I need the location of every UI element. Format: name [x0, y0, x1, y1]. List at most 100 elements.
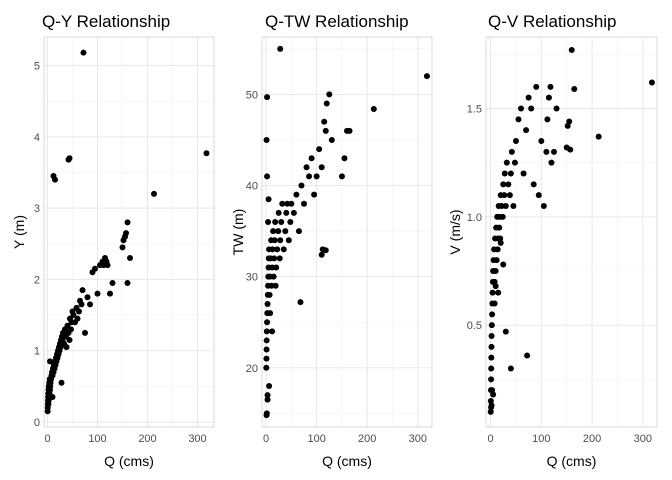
data-point [123, 230, 129, 237]
data-point [288, 200, 295, 207]
data-point [492, 268, 499, 274]
data-point [488, 322, 495, 329]
data-point [538, 138, 545, 144]
y-tick-label: 3 [34, 203, 40, 215]
data-point [269, 328, 276, 335]
data-point [79, 287, 86, 294]
data-point [278, 218, 285, 225]
data-point [500, 261, 507, 268]
data-point [533, 83, 540, 90]
data-point [487, 408, 494, 415]
y-tick-label: 1.0 [467, 212, 482, 224]
panel-border [43, 36, 215, 428]
data-point [271, 255, 278, 262]
y-axis-title: V (m/s) [447, 209, 463, 254]
y-axis-title: Y (m) [11, 215, 27, 249]
data-point [295, 228, 302, 235]
data-point [287, 218, 294, 225]
data-point [341, 155, 348, 162]
data-point [311, 191, 318, 198]
y-tick-label: 2 [34, 274, 40, 286]
data-point [505, 181, 512, 188]
y-tick-label: 1.5 [467, 104, 482, 116]
data-point [543, 148, 550, 155]
data-point [264, 319, 271, 326]
data-point [338, 173, 345, 180]
data-point [548, 159, 555, 166]
data-point [525, 94, 532, 101]
data-point [80, 49, 87, 56]
data-point [263, 328, 270, 335]
data-point [263, 355, 270, 362]
data-point [507, 365, 514, 372]
panel-border [261, 36, 433, 428]
data-point [76, 308, 82, 315]
data-point [488, 376, 495, 383]
data-point [266, 291, 273, 298]
data-point [263, 337, 270, 344]
data-point [70, 312, 77, 319]
data-point [78, 301, 85, 308]
data-point [124, 219, 131, 226]
x-tick-label: 100 [88, 433, 106, 445]
data-point [308, 155, 315, 162]
data-point [263, 412, 270, 419]
data-point [346, 127, 353, 134]
data-point [272, 282, 279, 289]
data-point [68, 326, 74, 333]
data-point [489, 311, 496, 318]
data-point [568, 47, 575, 53]
x-tick-label: 200 [138, 433, 156, 445]
data-point [512, 138, 519, 144]
data-point [518, 105, 525, 112]
y-tick-label: 1 [34, 346, 40, 358]
data-point [322, 247, 329, 254]
data-point [66, 155, 73, 162]
data-point [423, 73, 430, 80]
data-point [127, 255, 133, 262]
data-point [547, 83, 554, 90]
data-point [264, 300, 271, 307]
data-point [497, 239, 504, 246]
data-point [203, 150, 210, 157]
data-point [571, 86, 578, 92]
data-point [507, 170, 514, 177]
data-point [264, 392, 271, 399]
x-tick-label: 200 [583, 433, 601, 445]
data-point [306, 173, 313, 180]
data-point [267, 310, 274, 317]
data-point [280, 246, 287, 253]
data-point [298, 182, 305, 189]
data-point [275, 228, 282, 235]
data-point [282, 228, 289, 235]
x-tick-label: 100 [532, 433, 550, 445]
x-tick-label: 100 [307, 433, 325, 445]
x-tick-label: 300 [409, 433, 427, 445]
data-point [285, 237, 292, 244]
data-point [540, 203, 547, 209]
data-point [515, 116, 522, 123]
data-point [274, 246, 281, 253]
chart-title: Q-TW Relationship [265, 12, 409, 31]
data-point [535, 192, 542, 199]
data-point [297, 299, 304, 306]
data-point [271, 237, 278, 244]
data-point [321, 118, 328, 125]
y-tick-label: 5 [34, 61, 40, 73]
data-point [277, 237, 284, 244]
data-point [104, 262, 111, 269]
data-point [290, 209, 297, 216]
data-point [500, 181, 507, 188]
y-tick-label: 0.5 [467, 320, 482, 332]
data-point [279, 200, 286, 207]
data-point [506, 192, 513, 199]
data-point [489, 387, 496, 394]
data-point [276, 255, 283, 262]
data-point [264, 173, 271, 180]
data-point [370, 105, 377, 112]
data-point [544, 116, 551, 123]
data-point [265, 218, 272, 225]
panel-2: 0 100 200 300 20 30 40 50 Q-TW Relationship Q (cm… [230, 12, 433, 469]
data-point [151, 190, 157, 197]
data-point [273, 264, 280, 271]
